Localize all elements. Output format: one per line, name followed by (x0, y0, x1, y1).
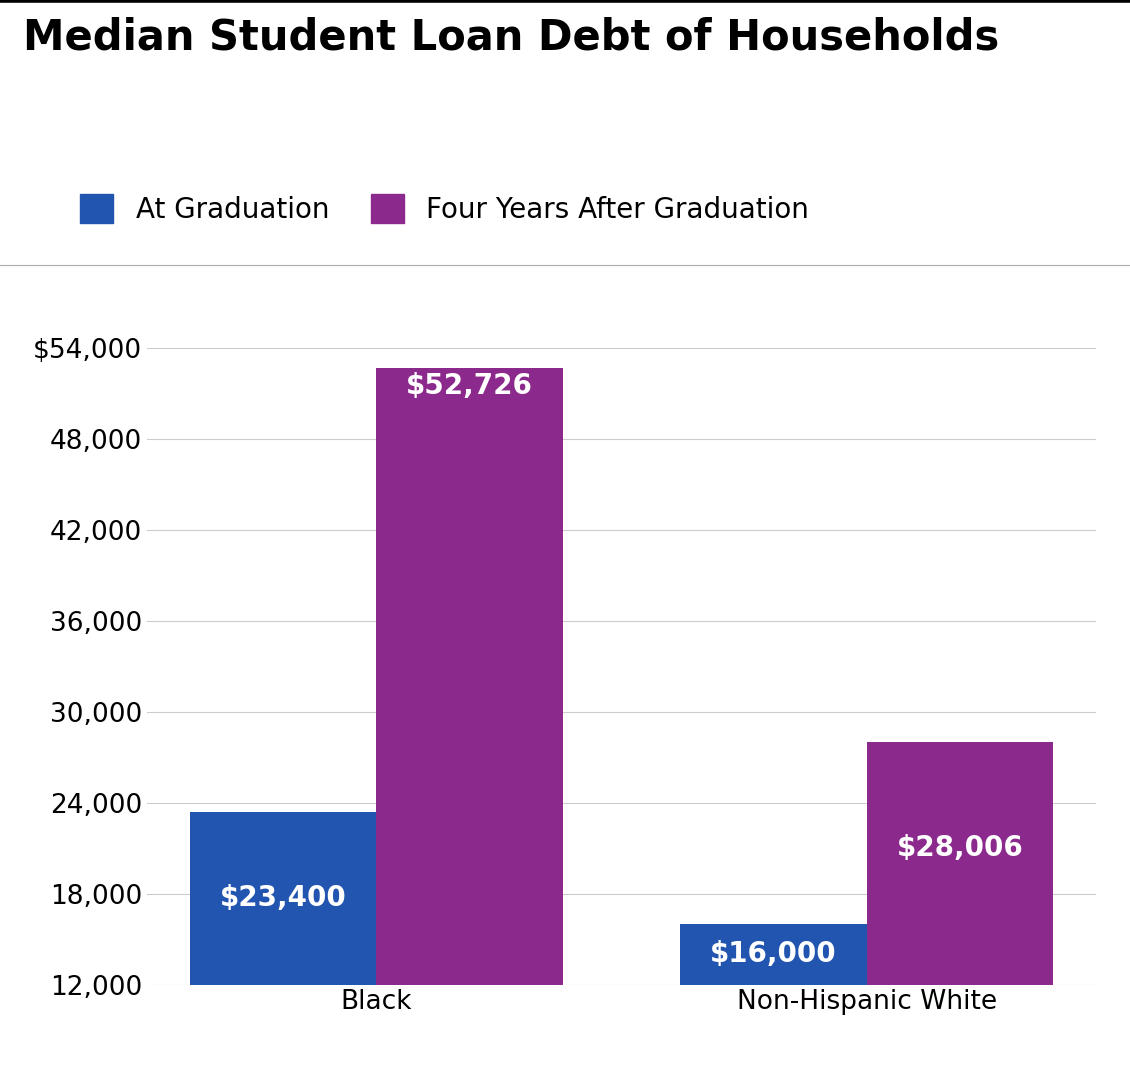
Bar (376, 368, 563, 985)
Bar (190, 812, 376, 985)
Text: $28,006: $28,006 (896, 834, 1023, 862)
Bar (680, 924, 867, 985)
Text: Median Student Loan Debt of Households: Median Student Loan Debt of Households (23, 16, 999, 58)
Text: $16,000: $16,000 (710, 940, 837, 968)
Text: $52,726: $52,726 (406, 372, 533, 400)
Bar (867, 742, 1053, 985)
Legend: At Graduation, Four Years After Graduation: At Graduation, Four Years After Graduati… (80, 194, 809, 224)
Text: $23,400: $23,400 (220, 884, 347, 912)
